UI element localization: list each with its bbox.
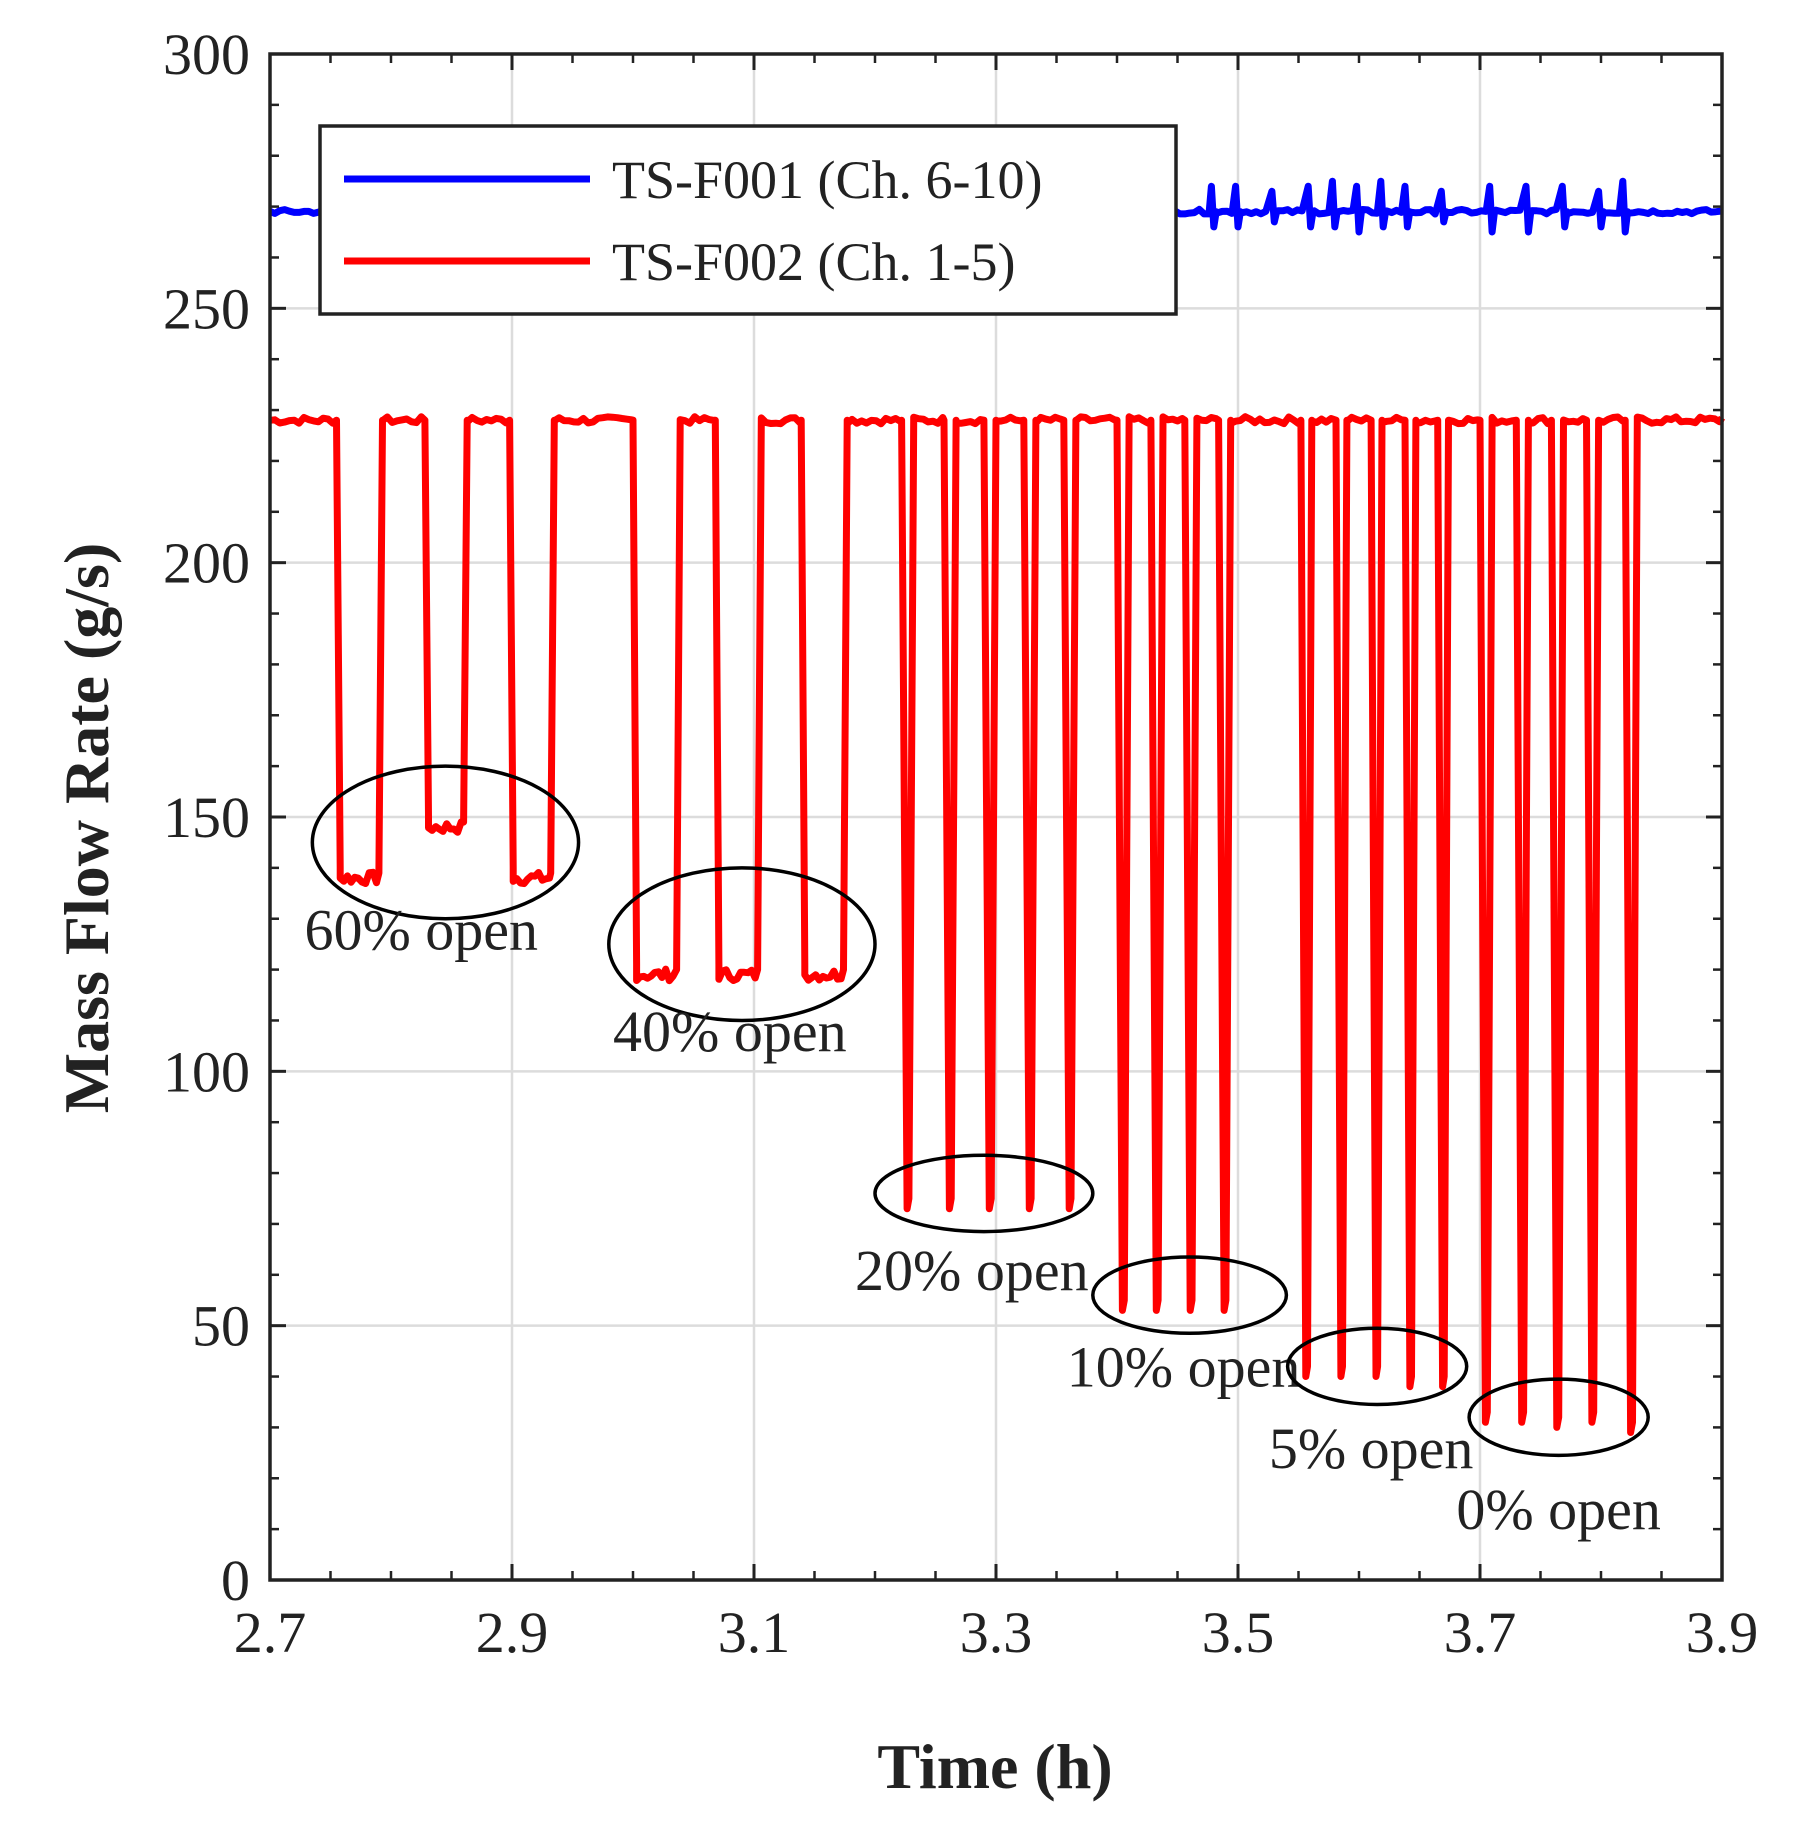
y-tick-label: 300 [163, 22, 250, 87]
axes: 2.7 2.9 3.1 3.3 3.5 3.7 3.9 0 50 100 150 200 250 300 [163, 22, 1758, 1665]
y-tick-label: 150 [163, 785, 250, 850]
x-tick-label: 2.9 [476, 1600, 549, 1665]
y-tick-label: 100 [163, 1039, 250, 1104]
y-axis-title: Mass Flow Rate (g/s) [51, 543, 122, 1114]
annotation-label: 60% open [304, 897, 538, 962]
legend-label: TS-F001 (Ch. 6-10) [612, 150, 1043, 210]
annotation-ellipse [1467, 1377, 1650, 1458]
x-tick-label: 3.7 [1444, 1600, 1517, 1665]
legend: TS-F001 (Ch. 6-10) TS-F002 (Ch. 1-5) [318, 124, 1178, 316]
annotation-ellipse [607, 866, 877, 1023]
annotation-ellipse [310, 764, 581, 921]
y-tick-label: 50 [192, 1294, 250, 1359]
x-tick-label: 3.9 [1686, 1600, 1759, 1665]
annotation-label: 5% open [1269, 1416, 1474, 1481]
annotations: 60% open 40% open 20% open 10% open 5% open0… [304, 764, 1661, 1542]
annotation-label: 0% open [1456, 1477, 1661, 1542]
series-ts-f002-line [269, 413, 1726, 1436]
y-tick-label: 250 [163, 276, 250, 341]
x-tick-label: 3.1 [718, 1600, 791, 1665]
y-tick-label: 200 [163, 531, 250, 596]
annotation-label: 40% open [613, 999, 847, 1064]
x-tick-label: 3.3 [960, 1600, 1033, 1665]
annotation-ellipse [873, 1153, 1095, 1234]
annotation-ellipse [1091, 1255, 1289, 1336]
annotation-label: 20% open [855, 1238, 1089, 1303]
legend-box [318, 124, 1178, 316]
legend-label: TS-F002 (Ch. 1-5) [612, 232, 1016, 292]
x-tick-label: 3.5 [1202, 1600, 1275, 1665]
annotation-label: 10% open [1067, 1335, 1301, 1400]
annotation-ellipse [1285, 1326, 1469, 1407]
y-tick-label: 0 [221, 1548, 250, 1613]
x-tick-label: 2.7 [234, 1600, 307, 1665]
x-axis-title: Time (h) [877, 1731, 1112, 1802]
